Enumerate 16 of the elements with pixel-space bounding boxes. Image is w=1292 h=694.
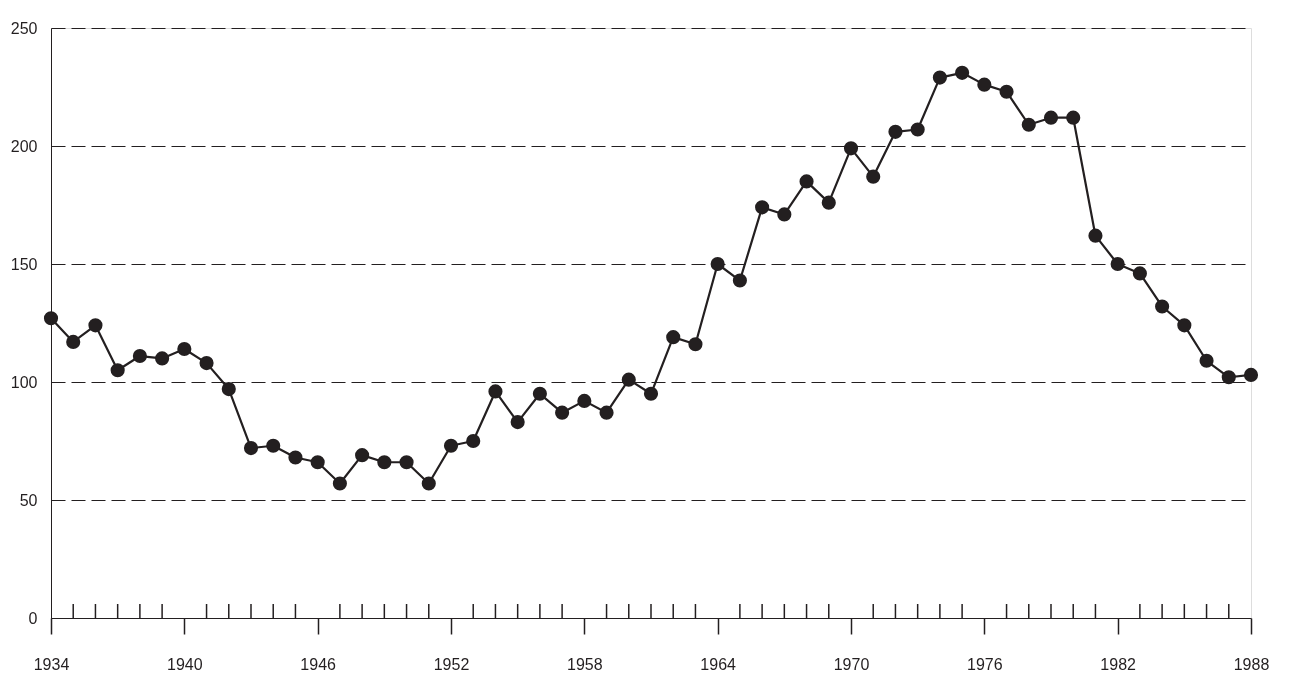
x-tick-label: 1970: [833, 655, 870, 673]
x-tick-label: 1988: [1233, 655, 1270, 673]
x-tick-label: 1934: [33, 655, 70, 673]
y-tick-label: 50: [19, 491, 38, 509]
x-tick-label: 1958: [567, 655, 603, 673]
y-tick-label: 100: [10, 373, 38, 391]
y-tick-label: 150: [10, 255, 38, 273]
y-tick-label: 0: [28, 609, 38, 627]
x-tick-label: 1976: [967, 655, 1003, 673]
y-tick-label: 200: [10, 137, 38, 155]
x-tick-label: 1964: [700, 655, 737, 673]
x-tick-label: 1940: [167, 655, 203, 673]
x-tick-label: 1952: [433, 655, 470, 673]
x-tick-label: 1982: [1100, 655, 1137, 673]
x-tick-label: 1946: [300, 655, 337, 673]
y-tick-label: 250: [10, 19, 38, 37]
